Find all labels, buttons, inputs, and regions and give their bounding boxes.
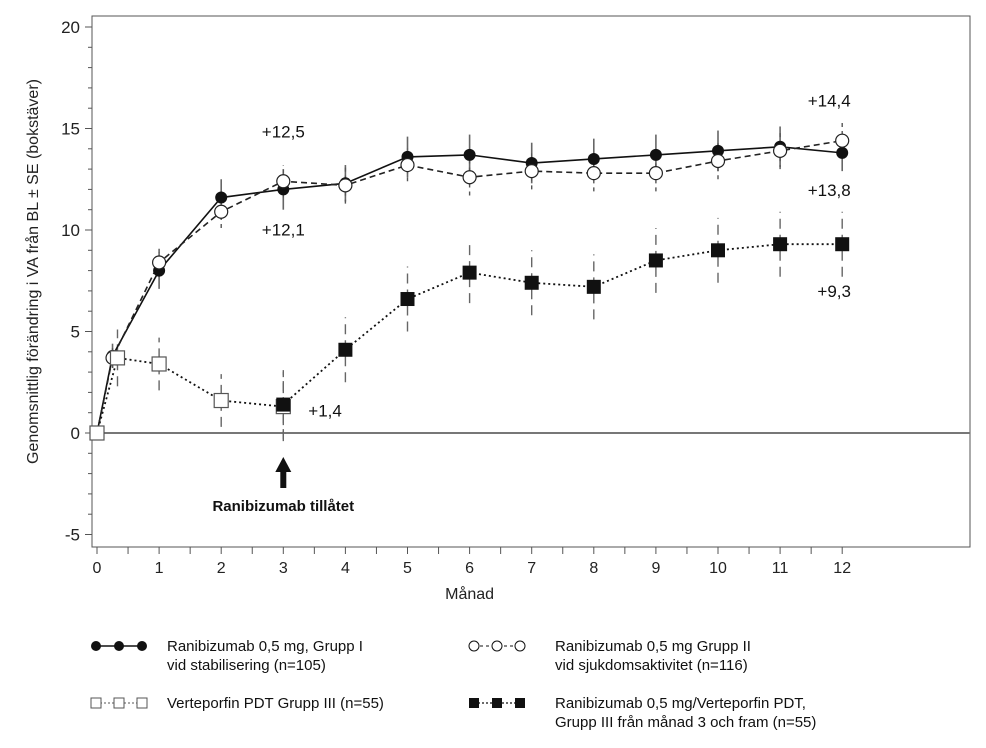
filled-circle-marker-icon <box>91 641 147 651</box>
up-arrow-icon <box>275 457 292 488</box>
data-point <box>215 191 228 204</box>
data-point <box>338 342 353 357</box>
y-tick-label: 5 <box>71 323 80 342</box>
x-tick-label: 4 <box>341 560 350 577</box>
data-point <box>648 253 663 268</box>
x-tick-label: 6 <box>465 560 474 577</box>
y-tick-label: 0 <box>71 424 80 443</box>
data-label: +9,3 <box>817 282 851 301</box>
data-point <box>276 174 291 189</box>
data-point <box>214 204 229 219</box>
legend-label: Ranibizumab 0,5 mg/Verteporfin PDT, <box>555 695 806 712</box>
y-axis-label: Genomsnittlig förändring i VA från BL ± … <box>24 79 42 464</box>
data-point <box>463 148 476 161</box>
x-tick-label: 9 <box>651 560 660 577</box>
legend-label: Ranibizumab 0,5 mg Grupp II <box>555 638 751 655</box>
markers-open-square <box>89 350 291 441</box>
legend-label: vid sjukdomsaktivitet (n=116) <box>555 657 748 674</box>
data-point <box>586 279 601 294</box>
data-point <box>524 164 539 179</box>
markers-open-circle <box>89 133 850 441</box>
series-line <box>282 243 843 406</box>
data-point <box>710 153 726 169</box>
legend-label: Grupp III från månad 3 och fram (n=55) <box>555 714 817 731</box>
open-square-marker-icon <box>90 697 148 709</box>
series-filled-circle <box>111 126 844 369</box>
series-line-open-circle <box>96 139 843 434</box>
data-point <box>835 133 850 148</box>
y-tick-label: -5 <box>65 526 80 545</box>
series-line <box>96 139 843 434</box>
data-point <box>462 265 477 280</box>
y-tick-label: 20 <box>61 18 80 37</box>
data-point <box>649 148 662 161</box>
data-point <box>836 146 849 159</box>
x-tick-label: 11 <box>772 560 789 577</box>
data-point <box>213 392 229 409</box>
legend-label: Verteporfin PDT Grupp III (n=55) <box>167 695 384 712</box>
data-point <box>152 255 167 270</box>
x-axis-label: Månad <box>445 585 494 603</box>
series-line <box>96 145 843 434</box>
annotation-label: Ranibizumab tillåtet <box>212 498 354 515</box>
series-line-filled-square <box>282 243 843 406</box>
data-label: +13,8 <box>808 181 851 200</box>
series-line-open-square <box>96 356 284 434</box>
data-point <box>711 243 725 258</box>
data-point <box>89 425 105 441</box>
x-tick-label: 2 <box>217 560 226 577</box>
data-point <box>109 350 126 366</box>
data-label: +1,4 <box>308 402 342 421</box>
legend-label: vid stabilisering (n=105) <box>167 657 326 674</box>
x-tick-label: 8 <box>589 560 598 577</box>
plot-frame <box>91 15 971 548</box>
data-label: +12,1 <box>262 220 305 239</box>
data-label: +12,5 <box>262 122 305 141</box>
data-point <box>338 178 353 193</box>
y-tick-label: 15 <box>61 120 80 139</box>
x-tick-label: 7 <box>527 560 536 577</box>
data-point <box>276 397 291 412</box>
x-tick-label: 5 <box>403 560 412 577</box>
x-tick-label: 10 <box>709 560 727 577</box>
markers-filled-square <box>276 237 850 412</box>
filled-square-marker-icon <box>469 698 525 708</box>
data-point <box>712 144 724 157</box>
data-point <box>524 275 539 290</box>
x-tick-label: 0 <box>93 560 102 577</box>
series-line <box>96 356 284 434</box>
x-tick-label: 12 <box>833 560 851 577</box>
open-circle-marker-icon <box>468 640 526 652</box>
x-tick-label: 3 <box>279 560 288 577</box>
data-point <box>151 356 167 372</box>
data-point <box>648 166 664 181</box>
data-point <box>400 157 415 173</box>
legend-label: Ranibizumab 0,5 mg, Grupp I <box>167 638 363 655</box>
data-point <box>773 237 788 252</box>
series-open-circle <box>111 122 843 369</box>
data-point <box>586 166 601 181</box>
x-tick-label: 1 <box>155 560 164 577</box>
data-point <box>835 237 850 252</box>
series-open-square <box>116 329 284 442</box>
data-point <box>772 143 788 158</box>
y-tick-label: 10 <box>61 221 80 240</box>
data-point <box>462 170 477 185</box>
series-line-filled-circle <box>96 145 843 434</box>
data-point <box>400 292 415 307</box>
data-label: +14,4 <box>808 92 851 111</box>
data-point <box>587 152 600 165</box>
